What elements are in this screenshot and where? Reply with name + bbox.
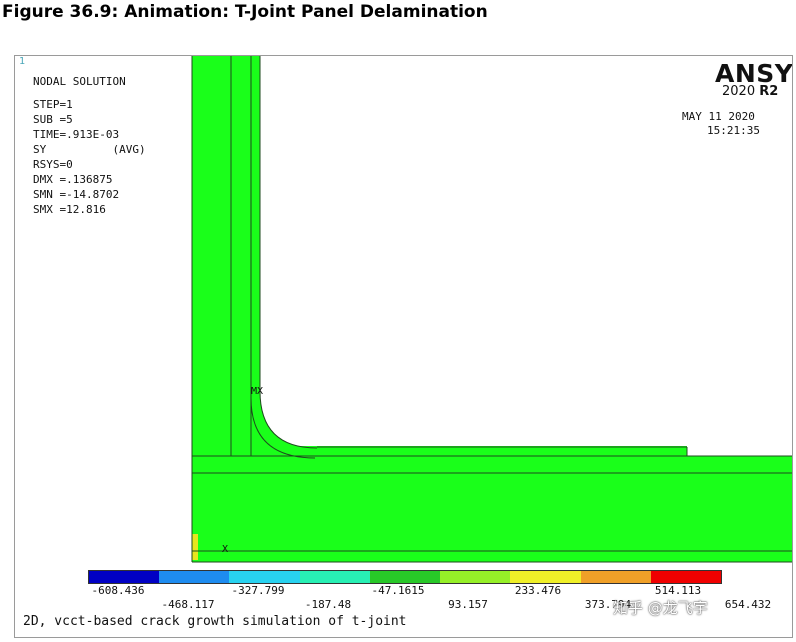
min-stress-region (192, 534, 198, 560)
legend-label: -468.117 (161, 598, 215, 611)
date-stamp: MAY 11 2020 (682, 110, 755, 123)
legend-segment-8 (580, 571, 651, 583)
legend-label: 233.476 (514, 584, 562, 597)
info-line-time: TIME=.913E-03 (33, 128, 120, 141)
legend-label: -187.48 (304, 598, 352, 611)
info-line-step: STEP=1 (33, 98, 73, 111)
legend-label: -608.436 (91, 584, 145, 597)
contour-legend-bar (88, 570, 722, 584)
legend-segment-2 (159, 571, 230, 583)
graphics-window[interactable]: 1 NODAL SOLUTION STEP=1 SUB =5 TIME (14, 55, 793, 638)
base-panel (192, 456, 792, 562)
legend-label: 373.794 (584, 598, 632, 611)
legend-label: 93.157 (448, 598, 488, 611)
info-line-component: SY (AVG) (33, 143, 146, 156)
info-line-smn: SMN =-14.8702 (33, 188, 120, 201)
info-line-result: NODAL SOLUTION (33, 75, 126, 88)
legend-segment-3 (229, 571, 300, 583)
web-region (192, 56, 260, 456)
info-line-dmx: DMX =.136875 (33, 173, 113, 186)
time-stamp: 15:21:35 (707, 124, 760, 137)
plot-caption: 2D, vcct-based crack growth simulation o… (23, 614, 407, 629)
legend-segment-4 (299, 571, 370, 583)
ansys-version-release: R2 (759, 84, 779, 99)
fillet-curve-inner (250, 397, 316, 459)
upper-skin-strip (260, 446, 687, 458)
fillet-curve-outer (259, 390, 318, 449)
legend-label: -327.799 (231, 584, 285, 597)
max-marker: MX (251, 386, 264, 397)
min-marker: X (222, 544, 229, 555)
legend-segment-6 (440, 571, 511, 583)
legend-label: -47.1615 (371, 584, 425, 597)
ansys-logo: ANSYS (715, 59, 793, 88)
legend-label: 514.113 (654, 584, 702, 597)
legend-label: 654.432 (724, 598, 772, 611)
t-joint-mesh-plot (191, 56, 792, 563)
legend-segment-5 (369, 571, 441, 583)
info-line-rsys: RSYS=0 (33, 158, 73, 171)
legend-segment-7 (510, 571, 581, 583)
window-number: 1 (19, 56, 26, 67)
ansys-version: 2020 R2 (722, 84, 778, 99)
figure-title: Figure 36.9: Animation: T-Joint Panel De… (2, 2, 488, 22)
watermark: 知乎 @龙飞宇 (613, 599, 708, 617)
info-line-smx: SMX =12.816 (33, 203, 106, 216)
info-line-sub: SUB =5 (33, 113, 73, 126)
legend-segment-9 (650, 571, 721, 583)
legend-segment-1 (89, 571, 160, 583)
ansys-version-year: 2020 (722, 84, 756, 99)
fillet-region (260, 391, 317, 448)
